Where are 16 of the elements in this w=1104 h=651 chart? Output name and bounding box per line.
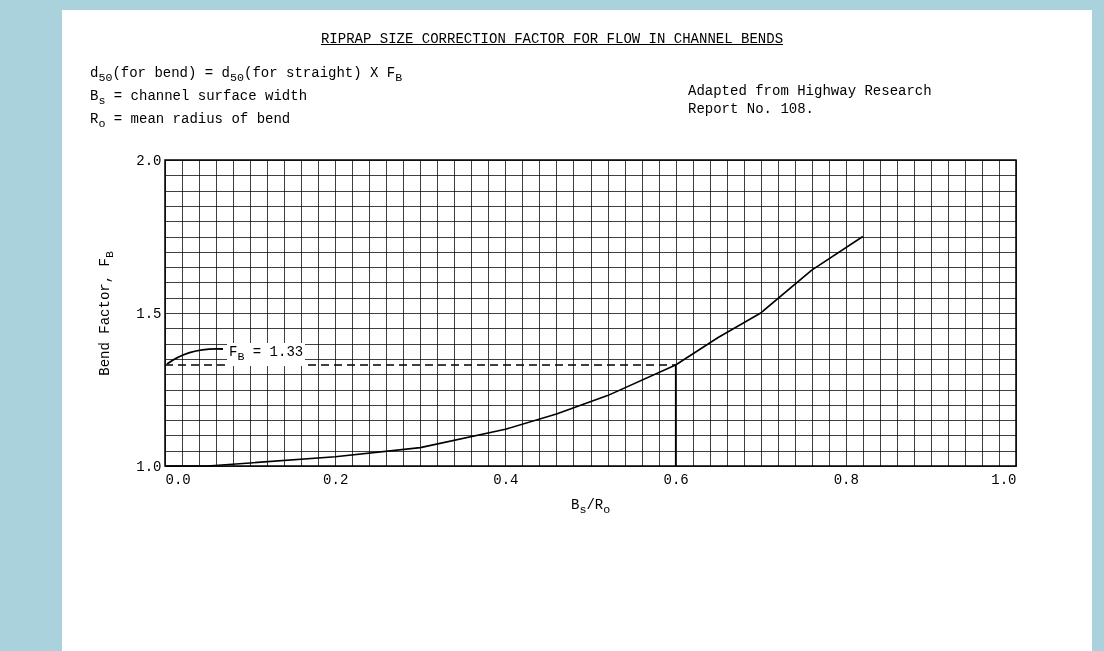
ref-line-label: F$_{B}$ = 1.33 bbox=[227, 343, 306, 366]
x-tick-label: 0.0 bbox=[165, 471, 191, 488]
text: B$_{s}$ = channel surface width bbox=[90, 87, 308, 108]
x-tick-label: 0.6 bbox=[663, 471, 689, 488]
x-tick-label: 1.0 bbox=[991, 471, 1017, 488]
chart-title: RIPRAP SIZE CORRECTION FACTOR FOR FLOW IN CHANNEL BENDS bbox=[319, 30, 785, 48]
y-tick-label: 1.0 bbox=[136, 458, 162, 475]
x-tick-label: 0.8 bbox=[833, 471, 859, 488]
x-tick-label: 0.4 bbox=[493, 471, 519, 488]
y-tick-label: 1.5 bbox=[136, 305, 162, 322]
x-axis-title: B$_{s}$/R$_{o}$ bbox=[571, 496, 611, 519]
text: Adapted from Highway Research Report No. 108. bbox=[688, 82, 933, 118]
y-tick-label: 2.0 bbox=[136, 152, 162, 169]
text: R$_{o}$ = mean radius of bend bbox=[90, 110, 291, 131]
x-tick-label: 0.2 bbox=[323, 471, 349, 488]
text: d$_{50}$(for bend) = d$_{50}$(for straight) X F$_{B}$ bbox=[90, 65, 403, 85]
